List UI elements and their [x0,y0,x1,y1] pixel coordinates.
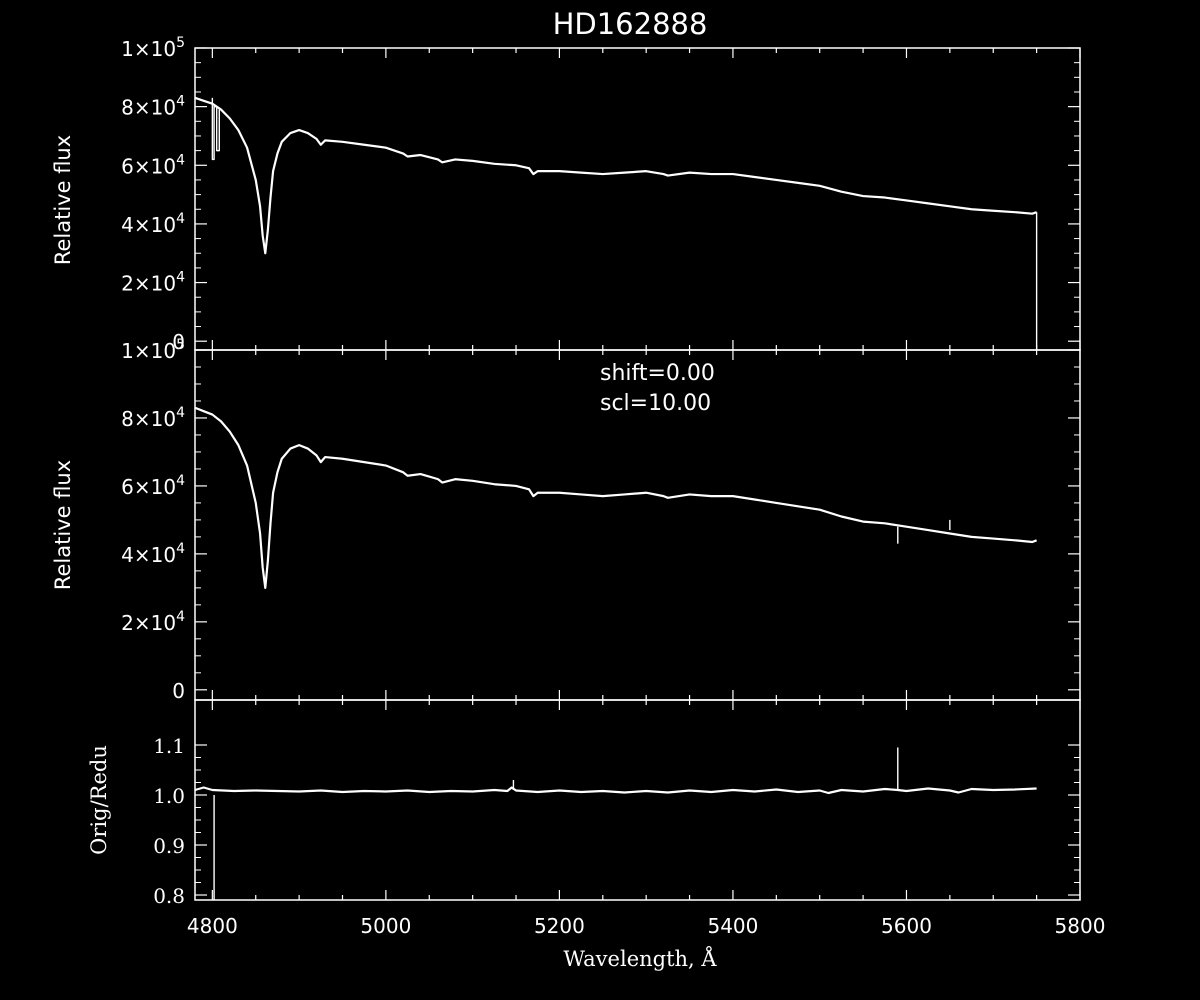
panel-bottom-ticks: 0.8 0.9 1.0 1.1 4800 5000 5200 5400 5600 5800 [153,700,1105,938]
x-tick-label: 5400 [707,914,758,938]
y-tick-label: 0 [172,330,185,354]
x-tick-label: 5000 [360,914,411,938]
panel-top-ticks: 0 2×104 4×104 6×104 8×104 1×105 [121,35,1081,354]
panel-middle-ticks: 0 2×104 4×104 6×104 8×104 1×105 [121,337,1081,703]
y-tick-label: 1×105 [121,337,185,363]
y-tick-label: 8×104 [121,94,185,120]
y-tick-label: 2×104 [121,270,185,296]
x-tick-label: 5200 [534,914,585,938]
x-axis-label: Wavelength, Å [563,946,717,971]
y-tick-label: 0.9 [153,834,185,858]
x-tick-label: 5800 [1055,914,1106,938]
y-tick-label: 1×105 [121,35,185,61]
panel-top: 0 2×104 4×104 6×104 8×104 1×105 Relative flux [51,35,1081,354]
y-tick-label: 2×104 [121,609,185,635]
panel-middle-spectrum [194,406,1038,589]
y-tick-label: 0 [172,679,185,703]
panel-bottom-ratio [194,747,1037,900]
x-tick-label: 5600 [881,914,932,938]
y-tick-label: 6×104 [121,473,185,499]
panel-bottom: 0.8 0.9 1.0 1.1 4800 5000 5200 5400 5600 5800 Ori… [87,699,1105,971]
shift-annotation: shift=0.00 [600,361,715,386]
panel-middle: 0 2×104 4×104 6×104 8×104 1×105 Relative flux… [51,337,1081,703]
spectrum-line [194,96,1037,255]
y-tick-label: 8×104 [121,405,185,431]
y-tick-label: 1.1 [153,734,185,758]
panel-top-ylabel: Relative flux [51,135,75,265]
y-tick-label: 1.0 [153,784,185,808]
panel-middle-ylabel: Relative flux [51,460,75,590]
spectrum-spike [211,97,220,161]
scl-annotation: scl=10.00 [600,391,711,416]
figure-title: HD162888 [553,7,708,41]
y-tick-label: 0.8 [153,884,185,908]
y-tick-label: 4×104 [121,211,185,237]
panel-bottom-frame [194,699,1081,901]
panel-bottom-ylabel: Orig/Redu [87,745,111,855]
spectrum-line [194,406,1038,589]
y-tick-label: 6×104 [121,152,185,178]
x-tick-label: 4800 [187,914,238,938]
panel-top-spectrum [194,96,1038,350]
panel-top-frame [194,47,1081,351]
spectrum-line [194,786,1037,795]
y-tick-label: 4×104 [121,541,185,567]
